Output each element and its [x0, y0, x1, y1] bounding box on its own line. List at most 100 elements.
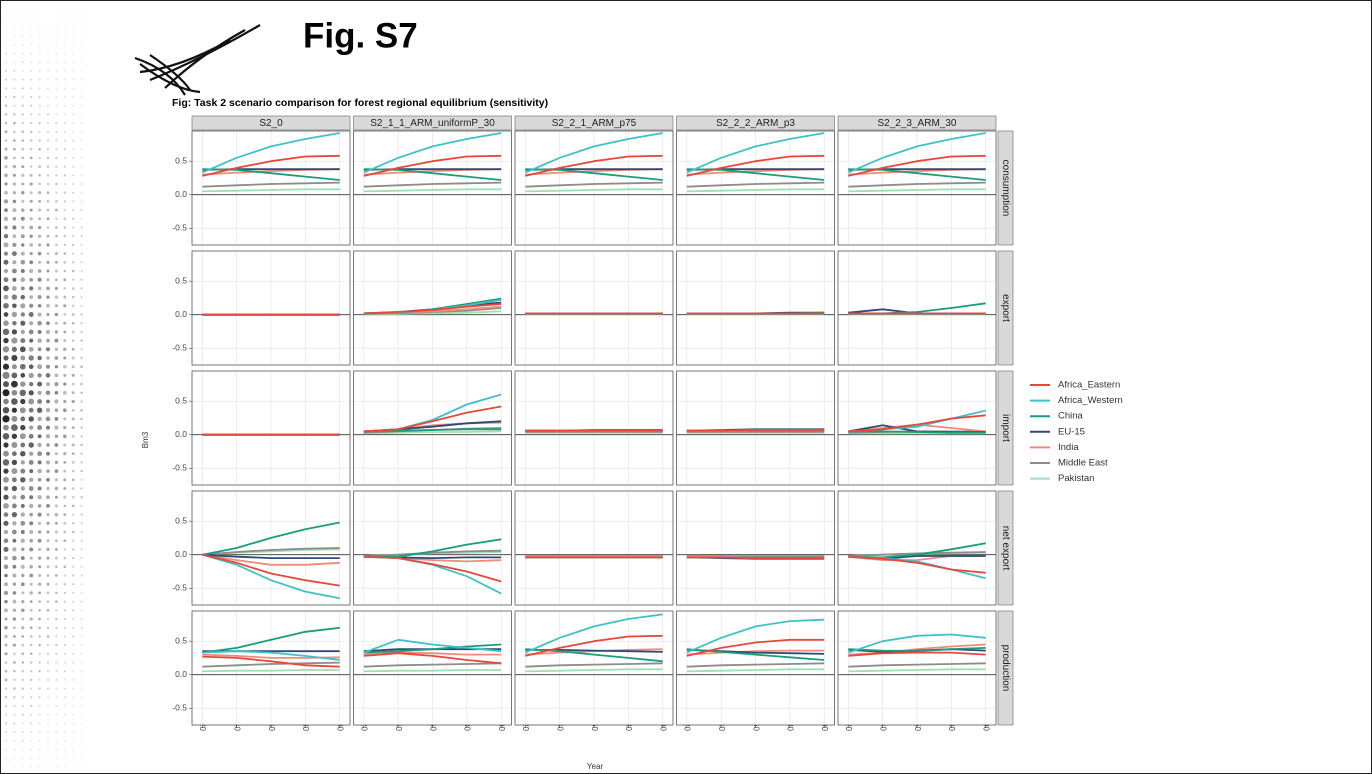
dot [72, 565, 75, 568]
dot [21, 199, 25, 203]
dot [80, 235, 83, 238]
dot [80, 52, 83, 55]
dot [63, 478, 67, 482]
series-line [525, 634, 663, 657]
dot [11, 468, 18, 475]
dot [28, 312, 34, 317]
series-line [363, 181, 502, 188]
panel-border [514, 250, 674, 366]
dot [63, 304, 67, 308]
y-tick-label: -0.5 [172, 342, 187, 352]
series-line [686, 181, 825, 188]
dot [38, 705, 41, 707]
dot [29, 208, 33, 212]
dot [54, 556, 58, 560]
dot [13, 61, 16, 64]
dot [37, 434, 42, 439]
dot [80, 443, 83, 447]
dot [80, 635, 83, 638]
dot [46, 486, 50, 491]
dot [21, 547, 25, 552]
dot [63, 182, 66, 186]
dot [38, 678, 41, 681]
dot [29, 199, 33, 204]
dot [30, 113, 33, 116]
dot [80, 339, 83, 342]
dot [37, 504, 42, 508]
dot [46, 156, 50, 160]
chart: S2_0 S2_1_1_ARM_uniformP_30 S2_2_1_ARM_p75… [172, 115, 1123, 732]
dot [46, 243, 50, 247]
dot [21, 635, 25, 638]
dot [29, 661, 33, 664]
dot [55, 539, 58, 543]
dot [63, 565, 67, 569]
dot [4, 608, 8, 613]
dot [21, 243, 25, 247]
dot [72, 252, 75, 255]
dot [46, 148, 50, 151]
dot [37, 381, 43, 387]
legend-label: China [1058, 411, 1084, 422]
dot [12, 547, 17, 552]
dot [55, 78, 58, 81]
dot [72, 574, 75, 577]
dot [47, 748, 49, 751]
dot [72, 652, 75, 655]
dot [12, 599, 17, 604]
dot [55, 574, 58, 577]
dot [72, 548, 75, 551]
dot [20, 251, 25, 256]
dot [64, 78, 66, 81]
dot [29, 495, 34, 500]
dot [80, 679, 83, 681]
dot [72, 235, 75, 238]
dot [80, 330, 83, 334]
row-strip [997, 610, 1014, 726]
dot [38, 547, 42, 552]
dot [63, 373, 67, 377]
dot [55, 670, 58, 673]
dot [30, 739, 33, 742]
decoration-dots [2, 9, 83, 768]
dot [4, 669, 8, 673]
dot [46, 217, 50, 221]
dot [55, 617, 58, 621]
dot [19, 389, 27, 397]
column-label: S2_2_1_ARM_p75 [552, 118, 637, 129]
dot [72, 295, 75, 299]
dot [37, 364, 43, 370]
dot [55, 722, 58, 725]
dot [80, 191, 83, 194]
dot [21, 678, 24, 681]
dot [63, 208, 66, 212]
dot [21, 722, 24, 725]
dot [81, 18, 83, 20]
dot [4, 208, 8, 212]
dot [12, 242, 17, 247]
dot [54, 452, 58, 456]
dot [45, 347, 51, 352]
dot [46, 208, 50, 212]
dot [80, 478, 83, 481]
dot [38, 643, 41, 647]
dot [4, 182, 8, 186]
panel-border [676, 130, 835, 246]
dot [4, 696, 8, 699]
dot [54, 469, 59, 473]
series-line [363, 662, 502, 668]
dot [63, 234, 67, 238]
dot [72, 156, 75, 159]
row-label: export [1000, 294, 1011, 322]
dot [37, 234, 42, 239]
dot [3, 216, 9, 221]
dot [80, 435, 83, 438]
dot [38, 626, 42, 630]
dot [63, 321, 67, 325]
dot [63, 191, 66, 194]
dot [21, 608, 25, 613]
row-label: import [1000, 414, 1011, 442]
dot [13, 687, 16, 690]
series-line [524, 132, 663, 174]
dot [3, 302, 9, 309]
